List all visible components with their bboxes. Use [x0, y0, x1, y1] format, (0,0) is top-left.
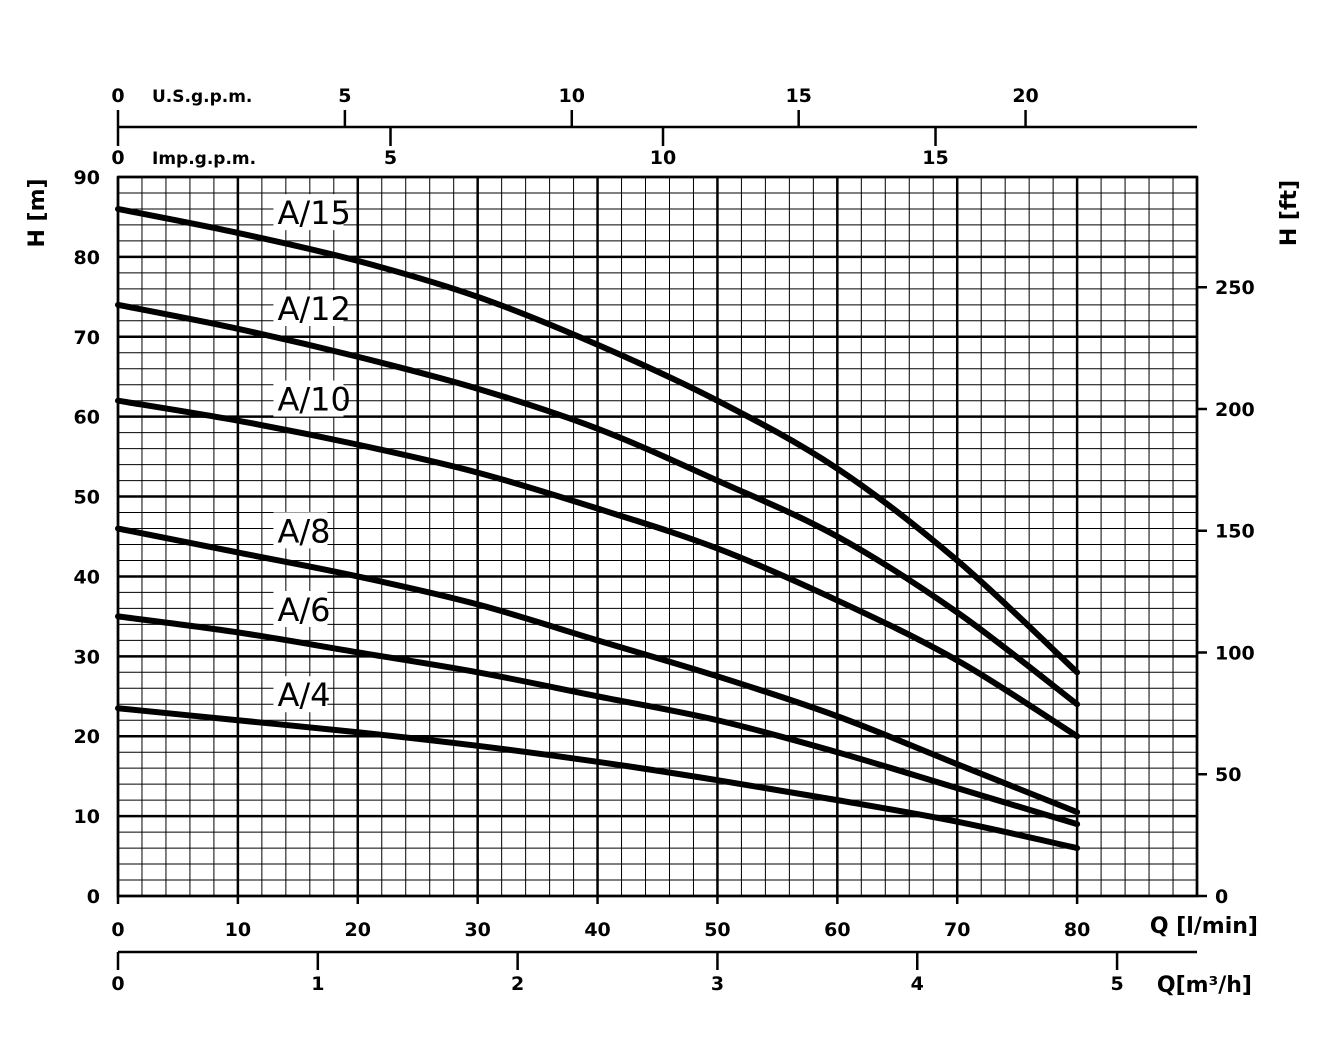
curve-label-bg — [273, 290, 344, 327]
usgpm-tick-label: 5 — [338, 85, 351, 107]
y-left-tick-label: 40 — [74, 566, 100, 588]
m3h-tick-label: 5 — [1110, 973, 1123, 995]
x-tick-label: 30 — [464, 919, 490, 941]
usgpm-tick-label: 15 — [785, 85, 811, 107]
m3h-tick-label: 2 — [511, 973, 524, 995]
x-tick-label: 10 — [225, 919, 251, 941]
impgpm-tick-label: 5 — [384, 147, 397, 169]
x-tick-label: 80 — [1064, 919, 1090, 941]
plot-frame — [116, 175, 1199, 898]
usgpm-tick-label: 10 — [559, 85, 585, 107]
y-right-tick-label: 0 — [1215, 886, 1228, 908]
y-left-tick-label: 30 — [74, 646, 100, 668]
labels: A/15 A/12 A/10 A/8 A/6 A/4 — [273, 194, 351, 714]
curve-a-15 — [115, 205, 1081, 676]
curve-label-bg — [273, 512, 328, 549]
x-tick-label: 70 — [944, 919, 970, 941]
y-left-axis-label: H [m] — [25, 178, 50, 247]
x-tick-label: 50 — [704, 919, 730, 941]
x-tick-label: 60 — [824, 919, 850, 941]
y-right-tick-label: 150 — [1215, 521, 1255, 543]
impgpm-tick-label: 15 — [922, 147, 948, 169]
y-right-tick-label: 250 — [1215, 277, 1255, 299]
y-left-tick-label: 80 — [74, 247, 100, 269]
usgpm-tick-label: 20 — [1012, 85, 1038, 107]
m3h-axis-label: Q[m³/h] — [1157, 973, 1252, 998]
curve-label-bg — [273, 676, 328, 713]
curve-label-bg — [273, 380, 344, 417]
y-right-tick-label: 50 — [1215, 764, 1241, 786]
curve-label-a-15: A/15 — [277, 194, 350, 232]
x-tick-label: 0 — [111, 919, 124, 941]
y-left-tick-label: 50 — [74, 487, 100, 509]
curve-label-a-12: A/12 — [277, 290, 350, 328]
usgpm-axis-label: U.S.g.p.m. — [152, 87, 252, 107]
m3h-tick-label: 3 — [711, 973, 724, 995]
y-left-tick-label: 60 — [74, 407, 100, 429]
y-right-tick-label: 200 — [1215, 399, 1255, 421]
curve-a-8 — [115, 525, 1081, 816]
curve-label-a-6: A/6 — [277, 591, 330, 629]
curve-a-12 — [115, 301, 1081, 708]
m3h-tick-label: 1 — [311, 973, 324, 995]
curve-label-bg — [273, 590, 328, 627]
curve-a-6 — [115, 613, 1081, 828]
usgpm-tick-label: 0 — [111, 85, 124, 107]
y-left-tick-label: 10 — [74, 806, 100, 828]
m3h-tick-label: 4 — [911, 973, 924, 995]
impgpm-tick-label: 0 — [111, 147, 124, 169]
curve-label-a-8: A/8 — [277, 512, 330, 550]
y-left-tick-label: 20 — [74, 726, 100, 748]
y-left-tick-label: 70 — [74, 327, 100, 349]
curve-label-a-4: A/4 — [277, 676, 330, 714]
y-right-axis-label: H [ft] — [1277, 180, 1302, 246]
curve-label-bg — [273, 194, 344, 231]
y-left-tick-label: 90 — [74, 167, 100, 189]
x-tick-label: 40 — [584, 919, 610, 941]
y-left-tick-label: 0 — [87, 886, 100, 908]
impgpm-tick-label: 10 — [650, 147, 676, 169]
curve-a-4 — [115, 705, 1081, 852]
y-right-tick-label: 100 — [1215, 642, 1255, 664]
m3h-tick-label: 0 — [111, 973, 124, 995]
impgpm-axis-label: Imp.g.p.m. — [152, 149, 256, 169]
x-tick-label: 20 — [345, 919, 371, 941]
x-axis-label: Q [l/min] — [1150, 914, 1258, 939]
curve-label-a-10: A/10 — [277, 381, 350, 419]
curves — [115, 205, 1081, 852]
curve-a-10 — [115, 397, 1081, 740]
